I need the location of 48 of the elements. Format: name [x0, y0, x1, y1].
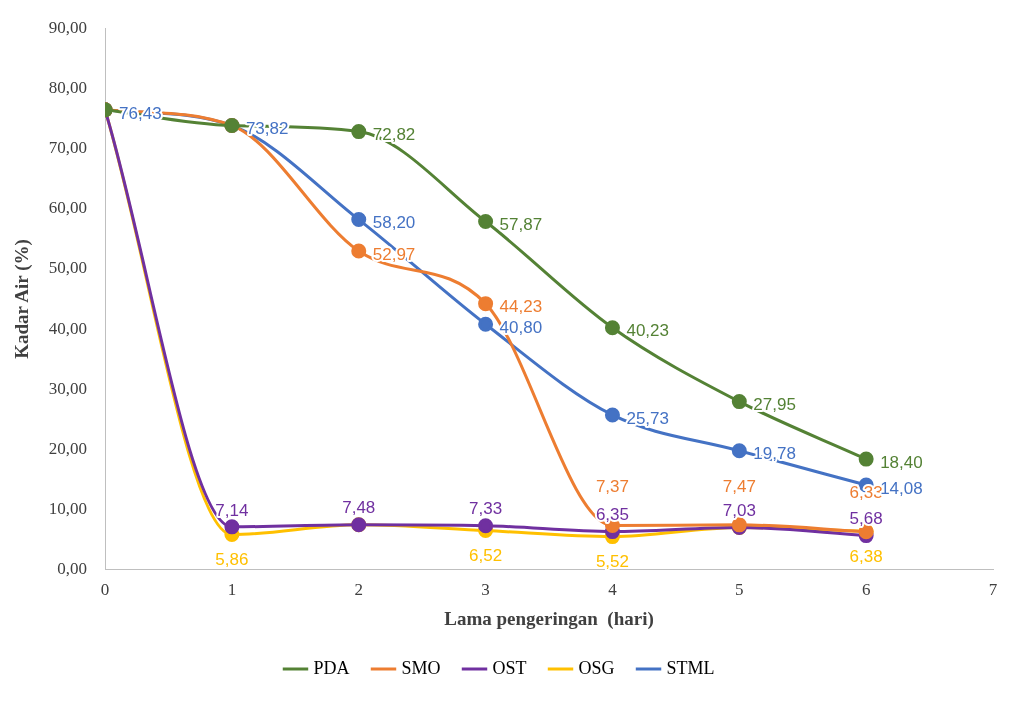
y-tick-label: 80,00 — [48, 77, 88, 97]
data-label: 58,20 — [372, 213, 416, 233]
data-label: 72,82 — [372, 125, 416, 145]
x-axis-title: Lama pengeringan (hari) — [444, 607, 654, 630]
x-tick-label: 3 — [481, 580, 490, 600]
legend-label: SMO — [401, 657, 441, 678]
data-label: 6,33 — [849, 483, 883, 503]
data-label: 5,52 — [595, 552, 629, 572]
data-label: 7,03 — [722, 501, 756, 521]
data-label: 19,78 — [753, 444, 796, 464]
x-tick-label: 6 — [861, 580, 871, 600]
x-tick-label: 2 — [354, 580, 363, 600]
y-tick-label: 70,00 — [48, 138, 88, 158]
legend-label: STML — [666, 657, 715, 678]
data-label: 76,43 — [119, 103, 162, 123]
data-label: 6,35 — [595, 505, 629, 525]
legend-label: OSG — [578, 657, 615, 678]
data-label: 7,14 — [215, 500, 249, 520]
data-label: 6,38 — [849, 547, 883, 567]
y-tick-label: 30,00 — [48, 378, 88, 398]
y-tick-label: 10,00 — [48, 499, 88, 519]
legend-label: OST — [492, 657, 527, 678]
data-label: 7,47 — [722, 476, 756, 496]
data-label: 6,52 — [469, 546, 503, 566]
x-tick-label: 7 — [988, 580, 998, 600]
data-label: 18,40 — [880, 452, 923, 472]
data-label: 40,23 — [626, 321, 669, 341]
data-label: 27,95 — [753, 395, 796, 415]
y-tick-label: 20,00 — [48, 438, 88, 458]
data-label: 7,33 — [469, 499, 503, 519]
x-tick-label: 5 — [735, 580, 744, 600]
data-label: 7,48 — [342, 498, 376, 518]
data-label: 57,87 — [499, 215, 543, 235]
legend-label: PDA — [313, 657, 350, 678]
y-tick-label: 60,00 — [48, 198, 88, 218]
x-tick-label: 4 — [608, 580, 618, 600]
data-label: 7,37 — [595, 477, 629, 497]
x-tick-label: 1 — [227, 580, 237, 600]
data-label: 5,68 — [849, 509, 883, 529]
x-tick-label: 0 — [100, 580, 110, 600]
data-label: 44,23 — [499, 297, 543, 317]
data-label: 5,86 — [215, 550, 249, 570]
data-label: 25,73 — [626, 408, 669, 428]
y-axis-title: Kadar Air (%) — [11, 239, 34, 359]
y-tick-label: 0,00 — [57, 559, 88, 579]
y-tick-label: 90,00 — [48, 17, 88, 37]
y-tick-label: 50,00 — [48, 258, 88, 278]
y-tick-label: 40,00 — [48, 318, 88, 338]
